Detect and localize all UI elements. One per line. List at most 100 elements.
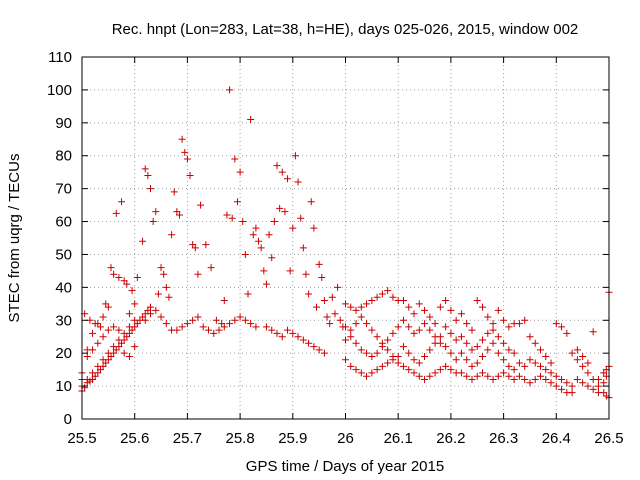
data-point: [510, 349, 518, 357]
data-point: [494, 306, 502, 314]
data-point: [410, 356, 418, 364]
data-point: [452, 316, 460, 324]
x-tick-label: 26.4: [542, 430, 571, 447]
data-point: [573, 376, 581, 384]
x-tick-label: 25.6: [120, 430, 149, 447]
data-point: [584, 369, 592, 377]
data-point: [457, 349, 465, 357]
data-point: [334, 283, 342, 291]
data-point: [421, 352, 429, 360]
data-point: [320, 297, 328, 305]
data-point: [289, 224, 297, 232]
data-point: [526, 333, 534, 341]
y-tick-label: 10: [55, 378, 72, 395]
data-point: [133, 273, 141, 281]
data-point: [489, 339, 497, 347]
data-point: [165, 293, 173, 301]
x-tick-label: 26.3: [489, 430, 518, 447]
data-point: [207, 264, 215, 272]
data-point: [410, 310, 418, 318]
data-point: [468, 376, 476, 384]
data-point: [233, 198, 241, 206]
data-point: [336, 316, 344, 324]
data-point: [194, 313, 202, 321]
data-point: [83, 346, 91, 354]
data-point: [405, 303, 413, 311]
data-point: [399, 316, 407, 324]
data-point: [573, 346, 581, 354]
data-point: [463, 372, 471, 380]
data-point: [175, 211, 183, 219]
x-tick-label: 26: [337, 430, 354, 447]
data-point: [299, 244, 307, 252]
data-point: [170, 188, 178, 196]
data-point: [270, 218, 278, 226]
data-point: [521, 316, 529, 324]
data-point: [484, 329, 492, 337]
data-point: [547, 369, 555, 377]
data-point: [147, 303, 155, 311]
data-point: [186, 171, 194, 179]
y-axis-ticks: 0 10 20 30 40 50 60 70 80 90 100 110: [47, 49, 609, 428]
data-point: [223, 211, 231, 219]
data-point: [168, 231, 176, 239]
data-point: [447, 349, 455, 357]
data-point: [147, 185, 155, 193]
data-point: [579, 362, 587, 370]
data-point: [363, 300, 371, 308]
data-point: [473, 343, 481, 351]
data-point: [173, 326, 181, 334]
data-point: [305, 339, 313, 347]
data-point: [410, 329, 418, 337]
data-point: [249, 231, 257, 239]
data-point: [394, 323, 402, 331]
data-point: [542, 366, 550, 374]
y-tick-label: 110: [48, 49, 72, 66]
data-point: [505, 323, 513, 331]
data-point: [426, 313, 434, 321]
data-point: [547, 359, 555, 367]
data-point: [463, 339, 471, 347]
y-tick-label: 0: [64, 411, 72, 428]
data-point: [536, 346, 544, 354]
data-point: [384, 359, 392, 367]
data-point: [110, 323, 118, 331]
data-point: [328, 293, 336, 301]
data-point: [131, 300, 139, 308]
data-point: [447, 306, 455, 314]
data-point: [310, 224, 318, 232]
data-point: [323, 313, 331, 321]
data-point: [515, 359, 523, 367]
data-point: [384, 336, 392, 344]
data-point: [83, 352, 91, 360]
data-point: [368, 352, 376, 360]
data-point: [542, 352, 550, 360]
data-point: [363, 349, 371, 357]
data-point: [473, 359, 481, 367]
x-tick-label: 25.8: [225, 430, 254, 447]
data-point: [494, 333, 502, 341]
data-point: [284, 175, 292, 183]
data-point: [405, 323, 413, 331]
data-point: [154, 290, 162, 298]
data-point: [378, 362, 386, 370]
data-point: [389, 293, 397, 301]
data-point: [197, 201, 205, 209]
data-point: [494, 349, 502, 357]
data-point: [389, 329, 397, 337]
data-point: [357, 303, 365, 311]
data-point: [162, 283, 170, 291]
data-point: [526, 356, 534, 364]
data-point: [118, 198, 126, 206]
data-point: [589, 328, 597, 336]
data-point: [89, 369, 97, 377]
y-tick-label: 90: [55, 115, 72, 132]
data-point: [515, 372, 523, 380]
data-point: [489, 326, 497, 334]
data-point: [183, 155, 191, 163]
data-point: [307, 198, 315, 206]
data-point: [320, 349, 328, 357]
data-point: [104, 326, 112, 334]
x-tick-label: 26.2: [436, 430, 465, 447]
data-point: [584, 359, 592, 367]
